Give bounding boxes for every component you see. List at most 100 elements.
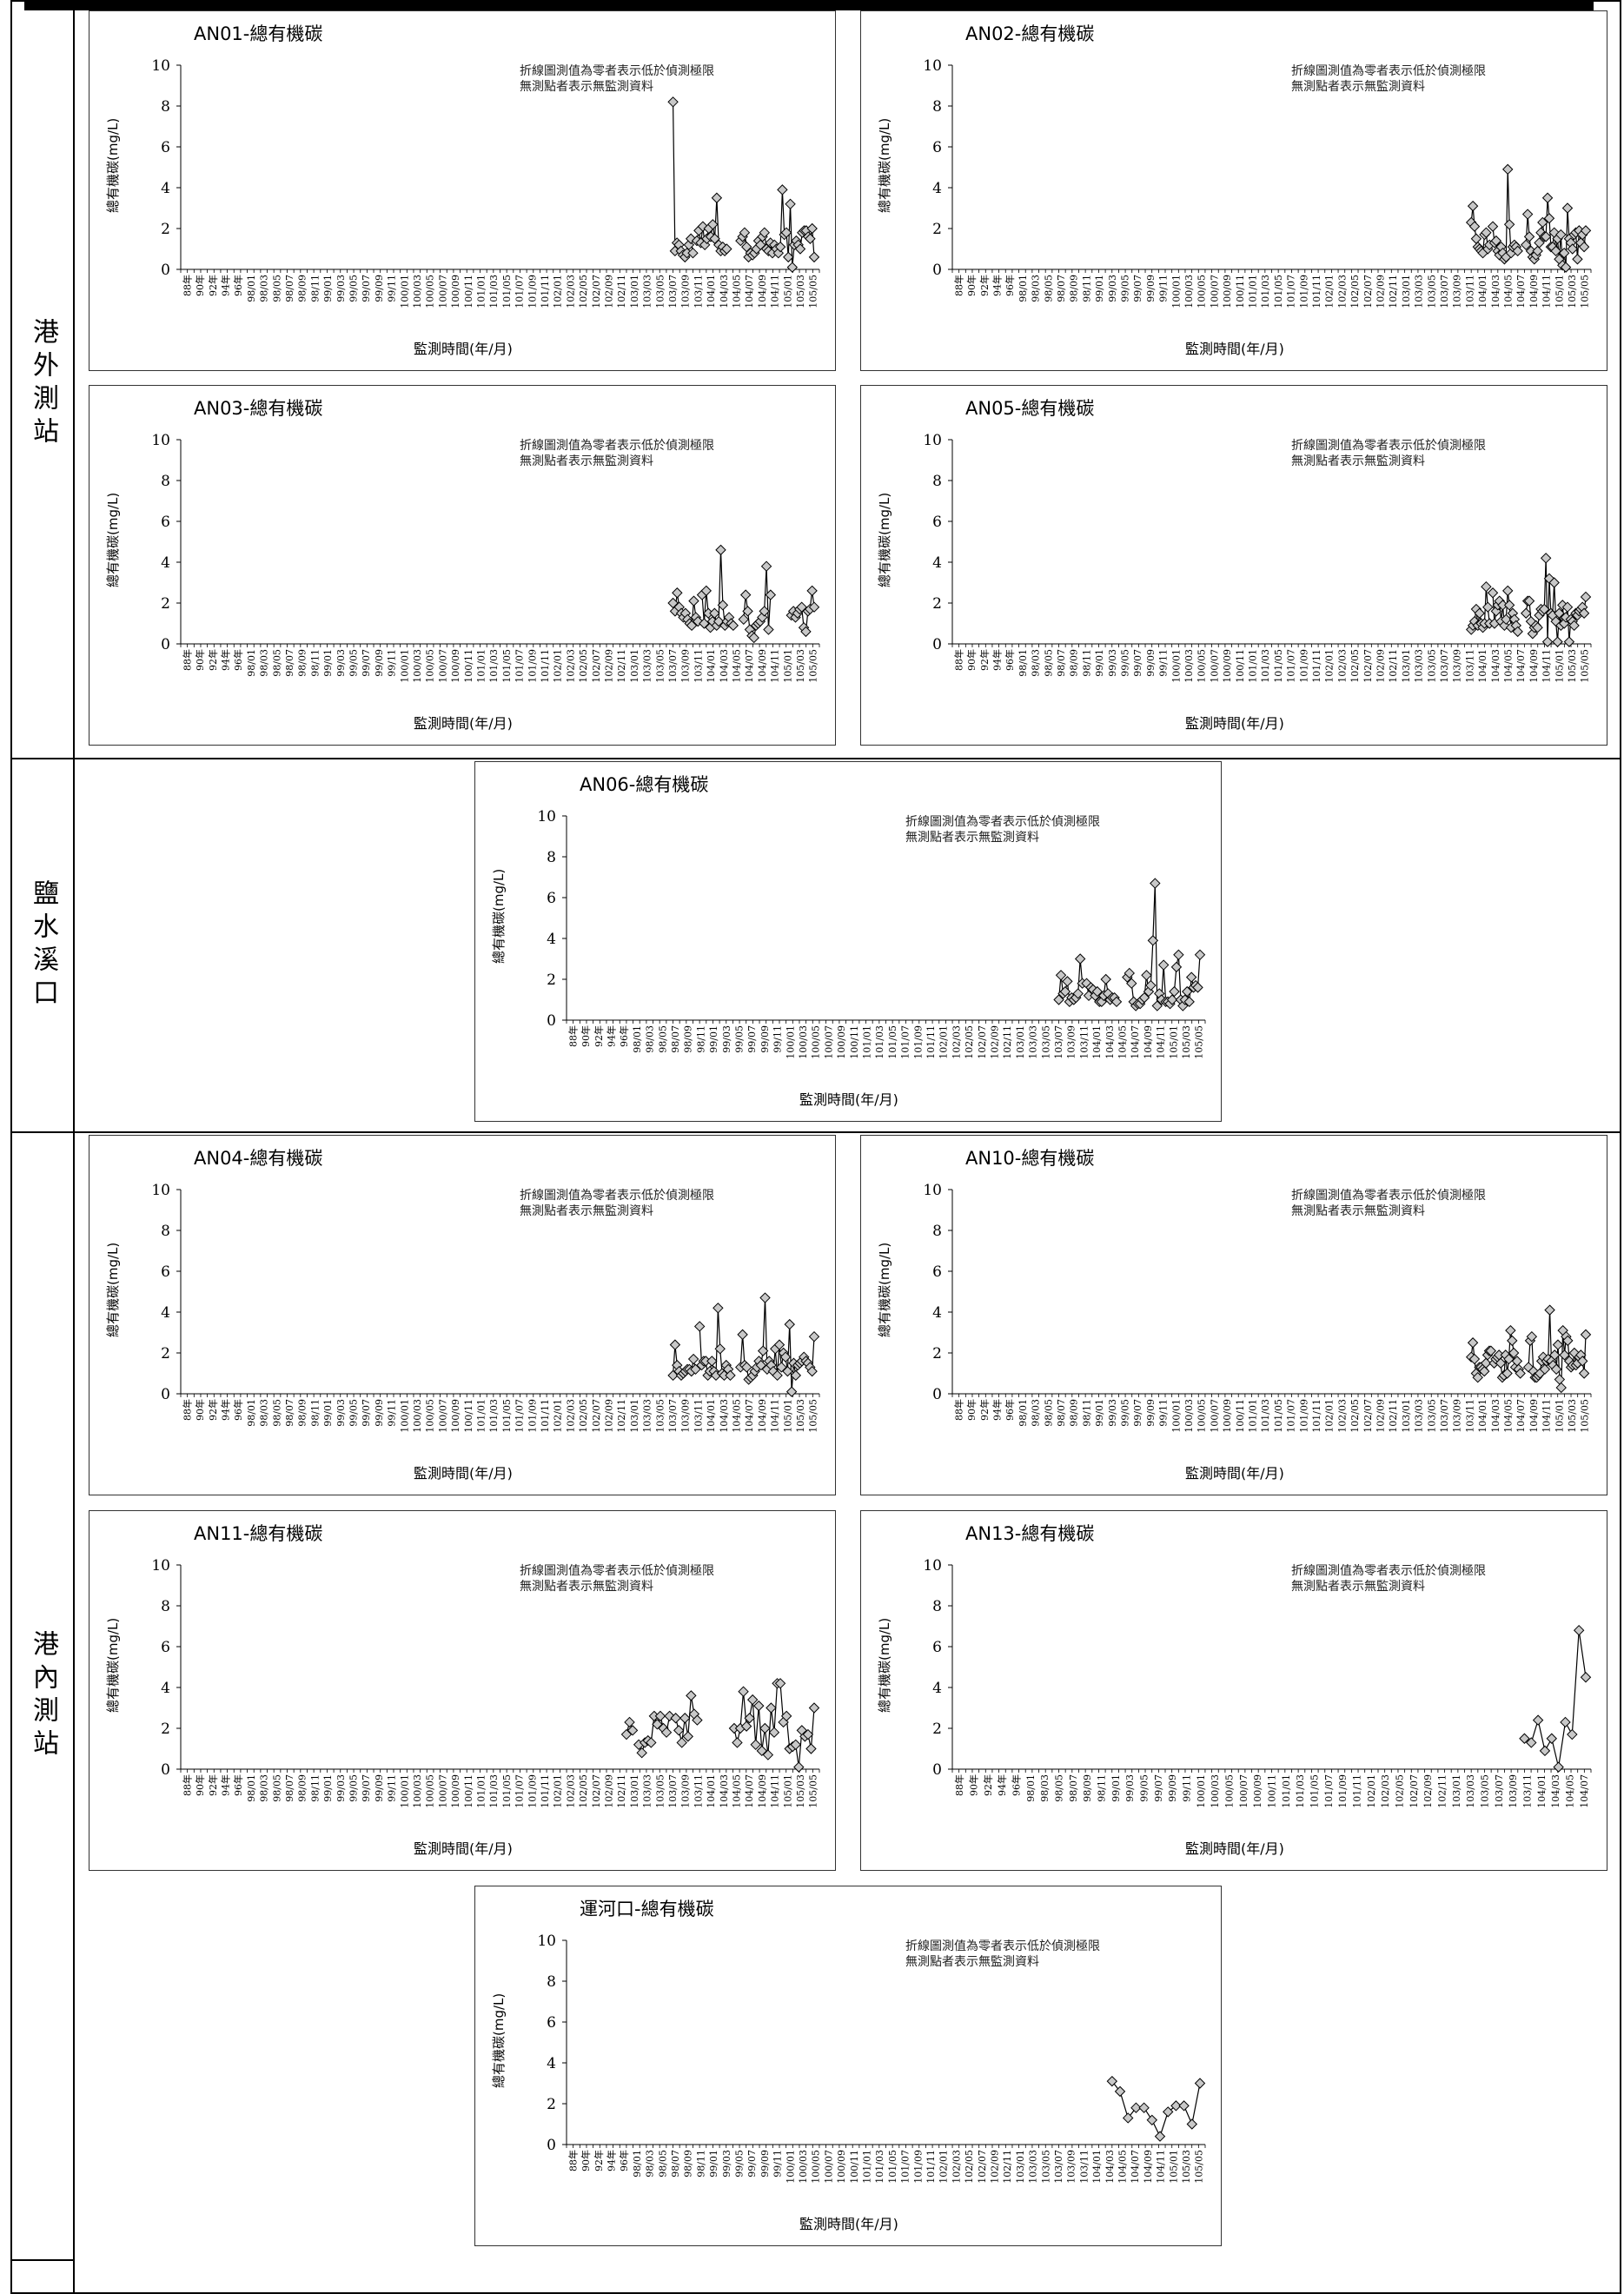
chart-note-line: 無測點者表示無監測資料 — [520, 1580, 653, 1594]
x-tick-label: 98/09 — [683, 1025, 694, 1053]
data-point — [741, 1362, 752, 1373]
data-point — [1106, 2075, 1118, 2087]
table-row-divider-1 — [10, 758, 1621, 759]
x-tick-label: 103/03 — [642, 1774, 653, 1808]
x-tick-label: 99/09 — [374, 275, 385, 302]
x-tick-label: 98/07 — [284, 1774, 295, 1802]
x-tick-label: 98/05 — [271, 1774, 282, 1802]
x-tick-label: 98/09 — [683, 2150, 694, 2178]
x-tick-label: 104/07 — [744, 1399, 755, 1433]
data-point — [1480, 1357, 1492, 1369]
x-tick-label: 100/11 — [463, 649, 474, 683]
x-tick-label: 100/07 — [1209, 1399, 1220, 1433]
x-tick-label: 101/03 — [488, 1774, 500, 1808]
chart-note-line: 無測點者表示無監測資料 — [520, 1204, 653, 1218]
data-point — [1178, 2100, 1190, 2112]
y-tick-label: 2 — [932, 221, 942, 238]
data-point — [1507, 1335, 1518, 1347]
data-point — [707, 219, 719, 230]
x-tick-label: 105/05 — [1580, 275, 1591, 308]
x-tick-label: 99/11 — [387, 275, 398, 302]
x-tick-label: 101/01 — [1247, 1399, 1258, 1433]
data-point — [780, 1710, 792, 1722]
x-tick-label: 104/01 — [706, 1774, 717, 1808]
x-tick-label: 99/03 — [721, 2150, 732, 2178]
x-tick-label: 98/11 — [309, 275, 321, 302]
data-point — [1192, 982, 1203, 993]
chart-note-line: 折線圖測值為零者表示低於偵測極限 — [520, 1564, 714, 1578]
x-tick-label: 101/07 — [514, 649, 526, 683]
data-point — [1580, 1672, 1592, 1683]
data-point — [1526, 1330, 1538, 1343]
chart-panel: AN05-總有機碳 折線圖測值為零者表示低於偵測極限 無測點者表示無監測資料 總有機碳… — [860, 385, 1607, 746]
data-point — [1146, 2114, 1158, 2126]
y-tick-label: 0 — [161, 262, 170, 279]
data-point — [1472, 1371, 1483, 1383]
x-tick-label: 98/03 — [259, 275, 270, 302]
x-tick-label: 103/11 — [1078, 1025, 1090, 1059]
x-tick-label: 102/03 — [1336, 649, 1348, 683]
x-tick-label: 99/07 — [1132, 649, 1143, 677]
y-tick-label: 2 — [547, 971, 556, 989]
x-tick-label: 104/09 — [1528, 1399, 1540, 1433]
y-tick-label: 0 — [932, 636, 942, 653]
x-tick-label: 101/11 — [1311, 275, 1322, 308]
data-point — [654, 1710, 666, 1722]
x-tick-label: 102/05 — [1349, 275, 1361, 308]
data-point — [768, 1727, 780, 1738]
y-tick-label: 0 — [161, 1386, 170, 1403]
x-tick-label: 105/01 — [1554, 1399, 1565, 1433]
chart-note: 折線圖測值為零者表示低於偵測極限 無測點者表示無監測資料 — [1291, 63, 1486, 95]
x-tick-label: 98/07 — [1056, 275, 1067, 302]
x-tick-label: 102/11 — [1388, 1399, 1399, 1433]
x-tick-label: 100/07 — [1238, 1774, 1249, 1808]
x-tick-label: 99/11 — [387, 1774, 398, 1802]
x-tick-label: 88年 — [181, 1774, 193, 1796]
x-tick-label: 102/01 — [553, 1399, 564, 1433]
y-tick-label: 10 — [151, 432, 170, 449]
x-tick-label: 101/05 — [1273, 649, 1284, 683]
x-tick-label: 104/07 — [1515, 1399, 1527, 1433]
data-point — [784, 1318, 795, 1330]
data-point — [1578, 1368, 1590, 1379]
y-tick-label: 8 — [932, 98, 942, 116]
x-tick-label: 103/09 — [1452, 275, 1463, 308]
y-tick-label: 2 — [161, 1345, 170, 1362]
x-tick-label: 103/03 — [1028, 2150, 1039, 2184]
data-point — [1182, 985, 1193, 998]
x-tick-label: 104/07 — [1515, 649, 1527, 683]
x-tick-label: 103/03 — [642, 1399, 653, 1433]
x-tick-label: 100/05 — [1196, 1399, 1208, 1433]
x-axis-label: 監測時間(年/月) — [414, 341, 513, 357]
data-point — [1540, 553, 1552, 564]
y-tick-label: 6 — [161, 514, 170, 531]
x-tick-label: 102/01 — [1324, 1399, 1336, 1433]
x-tick-label: 98/01 — [1017, 649, 1029, 677]
x-tick-label: 105/03 — [1181, 1025, 1192, 1059]
data-point — [1541, 636, 1554, 647]
x-tick-label: 103/07 — [1494, 1774, 1505, 1808]
x-tick-label: 96年 — [1004, 649, 1016, 671]
x-tick-label: 100/01 — [1170, 649, 1182, 683]
x-tick-label: 101/03 — [874, 1025, 885, 1059]
data-point — [1482, 601, 1494, 613]
data-point — [1505, 1324, 1516, 1336]
chart-title: AN06-總有機碳 — [580, 774, 709, 795]
x-tick-label: 102/01 — [1324, 275, 1336, 308]
data-point — [1578, 241, 1590, 253]
chart-panel: 運河口-總有機碳 折線圖測值為零者表示低於偵測極限 無測點者表示無監測資料 總有機碳(… — [474, 1886, 1222, 2246]
x-tick-label: 100/07 — [437, 649, 448, 683]
x-tick-label: 98/03 — [1031, 1399, 1042, 1427]
x-tick-label: 98/01 — [1017, 1399, 1029, 1427]
data-point — [1072, 988, 1084, 999]
x-tick-label: 100/07 — [437, 1774, 448, 1808]
y-tick-label: 10 — [923, 57, 942, 75]
x-tick-label: 101/03 — [488, 649, 500, 683]
x-tick-label: 103/07 — [667, 275, 679, 308]
x-tick-label: 103/05 — [1040, 2150, 1051, 2184]
chart-panel: AN02-總有機碳 折線圖測值為零者表示低於偵測極限 無測點者表示無監測資料 總有機碳… — [860, 10, 1607, 371]
x-tick-label: 104/07 — [744, 275, 755, 308]
